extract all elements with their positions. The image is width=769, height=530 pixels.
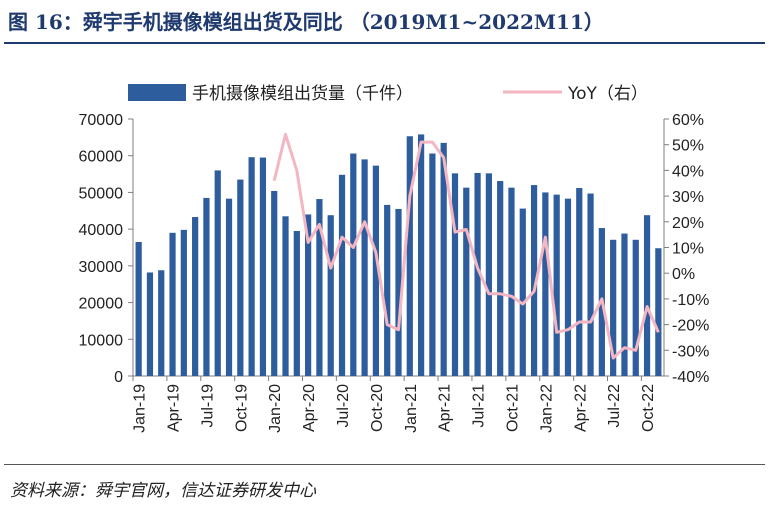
right-tick-label: 60% — [672, 112, 704, 129]
bar — [192, 217, 199, 376]
yoy-line — [272, 132, 660, 360]
source-note: 资料来源：舜宇官网，信达证券研发中心 — [10, 481, 316, 501]
bar — [576, 188, 583, 376]
left-tick-label: 70000 — [79, 112, 124, 129]
bar — [530, 185, 538, 376]
x-tick-label: Jan-21 — [403, 384, 420, 433]
bar — [350, 153, 357, 376]
legend-line-label: YoY（右） — [567, 84, 648, 104]
bar — [587, 193, 594, 376]
bar — [440, 142, 447, 376]
left-tick-label: 60000 — [79, 149, 124, 166]
x-tick-label: Jan-22 — [538, 384, 555, 433]
right-tick-label: 0% — [672, 266, 695, 283]
x-tick-label: Jul-20 — [335, 384, 352, 428]
bar — [621, 233, 628, 376]
bar — [338, 174, 346, 376]
right-tick-label: -10% — [672, 292, 709, 309]
x-tick-label: Jan-19 — [132, 384, 149, 433]
bar — [158, 270, 165, 376]
bar — [169, 232, 176, 376]
bar — [293, 230, 300, 376]
bar — [271, 190, 278, 376]
bar — [655, 248, 662, 376]
bar — [327, 215, 334, 376]
left-tick-label: 20000 — [79, 296, 124, 313]
bar — [372, 165, 380, 376]
bar — [485, 173, 492, 376]
x-tick-label: Apr-19 — [166, 384, 183, 432]
right-tick-label: 40% — [672, 163, 704, 180]
bar — [395, 208, 402, 376]
x-tick-label: Jul-19 — [199, 384, 216, 428]
x-tick-label: Apr-22 — [572, 384, 589, 432]
x-tick-label: Oct-22 — [640, 384, 657, 432]
bar — [203, 197, 210, 376]
bar — [384, 204, 391, 376]
bar — [305, 214, 312, 376]
bar — [429, 153, 436, 376]
bar — [451, 173, 459, 376]
bar — [214, 170, 221, 376]
bar — [497, 181, 504, 376]
x-tick-label: Jan-20 — [267, 384, 284, 433]
x-tick-label: Jul-21 — [471, 384, 488, 428]
left-tick-label: 0 — [114, 369, 123, 386]
x-tick-label: Jul-22 — [606, 384, 623, 428]
right-tick-label: -30% — [672, 343, 709, 360]
legend-bar-label: 手机摄像模组出货量（千件） — [192, 84, 413, 104]
bar — [463, 187, 470, 376]
legend-bar-swatch — [128, 84, 186, 101]
bar — [542, 192, 549, 376]
x-tick-label: Apr-21 — [437, 384, 454, 432]
bar — [316, 199, 323, 376]
right-tick-label: 50% — [672, 138, 704, 155]
bar — [553, 194, 560, 376]
x-tick-label: Oct-19 — [233, 384, 250, 432]
x-tick-label: Oct-20 — [369, 384, 386, 432]
left-tick-label: 50000 — [79, 185, 124, 202]
chart-area: 0 10000 20000 30000 40000 50000 60000 70000 -40%… — [79, 84, 709, 433]
x-tick-label: Apr-20 — [301, 384, 318, 432]
bar — [237, 179, 244, 376]
bar — [519, 208, 526, 376]
bar — [282, 216, 289, 376]
title-divider — [4, 42, 765, 44]
chart-title: 图 16：舜宇手机摄像模组出货及同比 （2019M1~2022M11） — [8, 10, 604, 34]
bar — [417, 134, 425, 376]
source-divider — [4, 464, 765, 465]
right-tick-label: -40% — [672, 369, 709, 386]
right-tick-label: -20% — [672, 318, 709, 335]
bar — [248, 157, 255, 376]
right-tick-label: 10% — [672, 241, 704, 258]
bar — [610, 239, 617, 376]
bar — [361, 159, 368, 376]
left-tick-label: 40000 — [79, 222, 124, 239]
bar — [564, 198, 572, 376]
bar — [180, 229, 187, 376]
bar — [643, 215, 651, 376]
bar — [632, 239, 639, 376]
bar — [135, 241, 142, 376]
bar — [259, 157, 267, 376]
x-tick-label: Oct-21 — [504, 384, 521, 432]
bar — [474, 172, 481, 376]
bar — [508, 187, 515, 376]
right-tick-label: 20% — [672, 215, 704, 232]
right-tick-label: 30% — [672, 189, 704, 206]
bar — [225, 198, 233, 376]
left-tick-label: 10000 — [79, 332, 124, 349]
bar — [146, 272, 154, 376]
left-tick-label: 30000 — [79, 259, 124, 276]
bar — [406, 136, 413, 376]
